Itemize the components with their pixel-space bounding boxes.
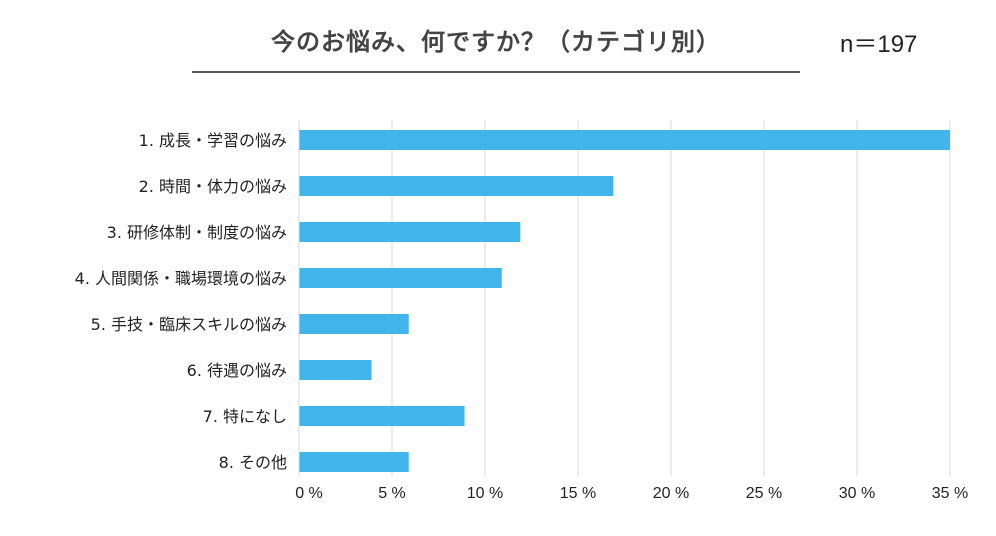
bar (299, 314, 409, 334)
title-underline (192, 71, 800, 73)
x-tick-label: 5 % (378, 485, 406, 502)
x-tick-label: 0 % (295, 485, 323, 502)
category-label: 6. 待遇の悩み (187, 361, 287, 380)
bar (299, 360, 372, 380)
category-label: 1. 成長・学習の悩み (139, 131, 287, 150)
category-label: 3. 研修体制・制度の悩み (107, 223, 287, 242)
x-tick-label: 10 % (467, 485, 503, 502)
x-tick-label: 25 % (746, 485, 782, 502)
bar (299, 452, 409, 472)
x-tick-label: 20 % (653, 485, 689, 502)
x-tick-label: 35 % (932, 485, 968, 502)
x-tick-label: 15 % (560, 485, 596, 502)
category-label: 4. 人間関係・職場環境の悩み (75, 269, 287, 288)
bar (299, 176, 614, 196)
sample-size-label: n＝197 (840, 31, 918, 58)
category-label: 8. その他 (219, 453, 287, 472)
chart-title: 今のお悩み、何ですか？（カテゴリ別） (271, 28, 721, 56)
category-label: 2. 時間・体力の悩み (139, 177, 287, 196)
category-label: 7. 特になし (203, 407, 287, 426)
bar (299, 268, 502, 288)
x-tick-label: 30 % (839, 485, 875, 502)
category-label: 5. 手技・臨床スキルの悩み (91, 315, 287, 334)
bar (299, 222, 521, 242)
bar (299, 406, 465, 426)
bar (299, 130, 950, 150)
